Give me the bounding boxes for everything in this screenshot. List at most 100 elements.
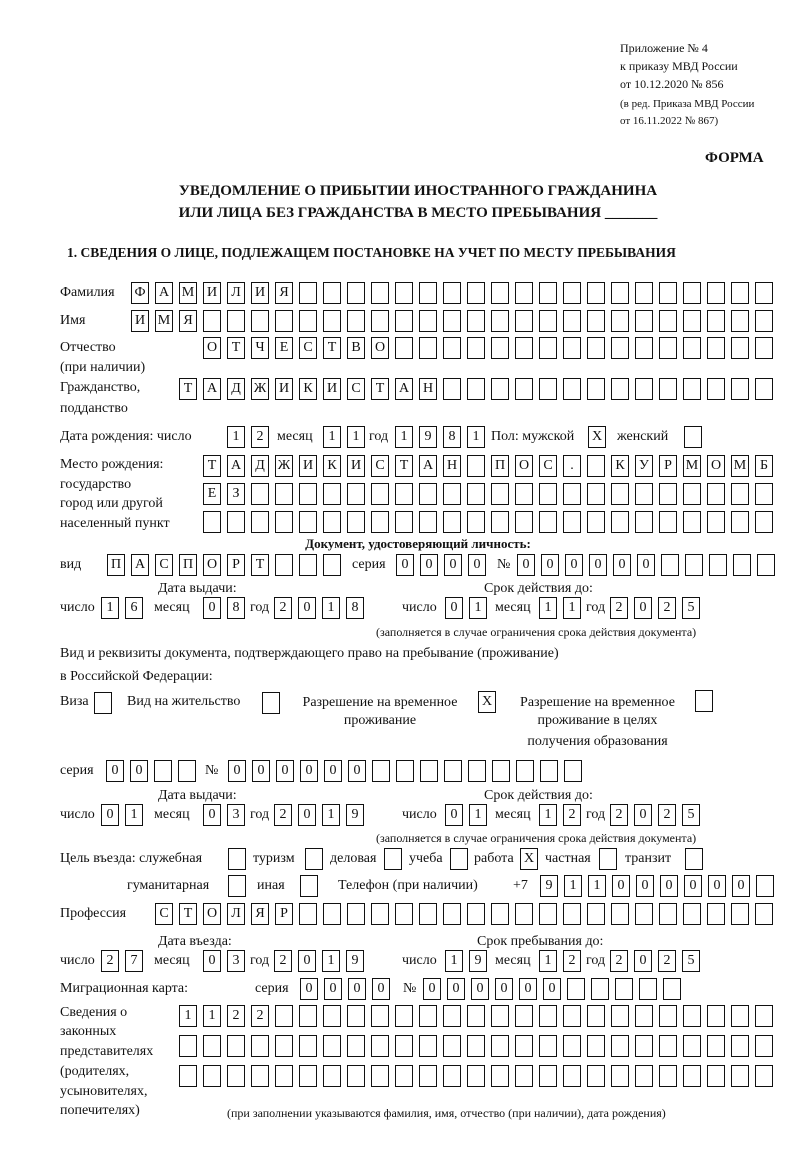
char-box[interactable] [467,903,485,925]
char-box[interactable] [611,1065,629,1087]
char-box[interactable]: П [179,554,197,576]
char-box[interactable] [635,1035,653,1057]
char-box[interactable]: А [131,554,149,576]
char-box[interactable] [683,282,701,304]
char-box[interactable]: 0 [732,875,750,897]
char-box[interactable] [491,337,509,359]
char-box[interactable]: 9 [346,804,364,826]
char-box[interactable] [323,483,341,505]
char-box[interactable]: 9 [419,426,437,448]
char-box[interactable] [611,310,629,332]
char-box[interactable] [371,1065,389,1087]
char-box[interactable] [323,1005,341,1027]
char-box[interactable] [755,282,773,304]
char-box[interactable] [587,903,605,925]
char-box[interactable] [683,1035,701,1057]
char-box[interactable] [491,1005,509,1027]
char-box[interactable]: 0 [612,875,630,897]
char-box[interactable]: 1 [445,950,463,972]
char-box[interactable] [587,310,605,332]
char-box[interactable] [227,1035,245,1057]
char-box[interactable] [467,483,485,505]
char-box[interactable] [299,903,317,925]
char-box[interactable] [683,511,701,533]
char-box[interactable] [323,903,341,925]
char-box[interactable] [639,978,657,1000]
char-box[interactable]: 0 [348,978,366,1000]
char-box[interactable]: 5 [682,597,700,619]
char-box[interactable]: 2 [658,804,676,826]
char-box[interactable] [563,511,581,533]
char-box[interactable]: 8 [443,426,461,448]
char-box[interactable]: В [347,337,365,359]
char-box[interactable] [587,337,605,359]
char-box[interactable] [755,903,773,925]
char-box[interactable] [515,511,533,533]
char-box[interactable]: Д [227,378,245,400]
purpose-work-checkbox[interactable]: X [520,848,538,870]
char-box[interactable]: А [227,455,245,477]
char-box[interactable] [707,511,725,533]
char-box[interactable]: 0 [634,804,652,826]
char-box[interactable] [563,903,581,925]
char-box[interactable] [467,1005,485,1027]
char-box[interactable] [467,378,485,400]
char-box[interactable] [515,1005,533,1027]
char-box[interactable]: 2 [658,597,676,619]
char-box[interactable] [443,511,461,533]
char-box[interactable] [731,483,749,505]
char-box[interactable] [567,978,585,1000]
char-box[interactable] [251,310,269,332]
char-box[interactable] [347,483,365,505]
char-box[interactable] [755,1065,773,1087]
char-box[interactable] [491,483,509,505]
char-box[interactable] [371,511,389,533]
char-box[interactable]: 3 [227,950,245,972]
char-box[interactable] [395,483,413,505]
char-box[interactable]: 1 [322,804,340,826]
char-box[interactable] [323,554,341,576]
char-box[interactable] [707,1005,725,1027]
char-box[interactable] [419,1005,437,1027]
char-box[interactable] [635,1005,653,1027]
char-box[interactable]: 0 [660,875,678,897]
char-box[interactable]: Д [251,455,269,477]
char-box[interactable]: 0 [423,978,441,1000]
purpose-humanitarian-checkbox[interactable] [228,875,246,897]
char-box[interactable]: Е [275,337,293,359]
char-box[interactable] [707,483,725,505]
char-box[interactable]: 0 [324,978,342,1000]
char-box[interactable]: 3 [227,804,245,826]
char-box[interactable] [347,1035,365,1057]
char-box[interactable]: 0 [420,554,438,576]
char-box[interactable] [384,848,402,870]
char-box[interactable] [419,903,437,925]
char-box[interactable]: Л [227,282,245,304]
char-box[interactable] [659,1035,677,1057]
char-box[interactable] [563,1035,581,1057]
char-box[interactable]: Ж [275,455,293,477]
char-box[interactable] [450,848,468,870]
purpose-private-checkbox[interactable] [599,848,617,870]
char-box[interactable]: Я [179,310,197,332]
char-box[interactable] [611,1005,629,1027]
char-box[interactable] [731,903,749,925]
char-box[interactable] [707,282,725,304]
char-box[interactable] [755,483,773,505]
char-box[interactable] [731,511,749,533]
char-box[interactable] [563,282,581,304]
char-box[interactable] [467,455,485,477]
char-box[interactable] [683,903,701,925]
char-box[interactable] [683,378,701,400]
char-box[interactable]: 2 [563,950,581,972]
char-box[interactable]: 5 [682,950,700,972]
char-box[interactable] [299,511,317,533]
char-box[interactable] [323,1035,341,1057]
